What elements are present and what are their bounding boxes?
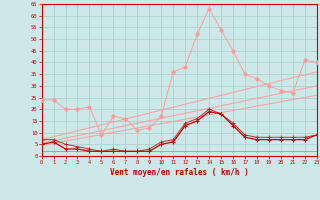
X-axis label: Vent moyen/en rafales ( km/h ): Vent moyen/en rafales ( km/h )	[110, 168, 249, 177]
